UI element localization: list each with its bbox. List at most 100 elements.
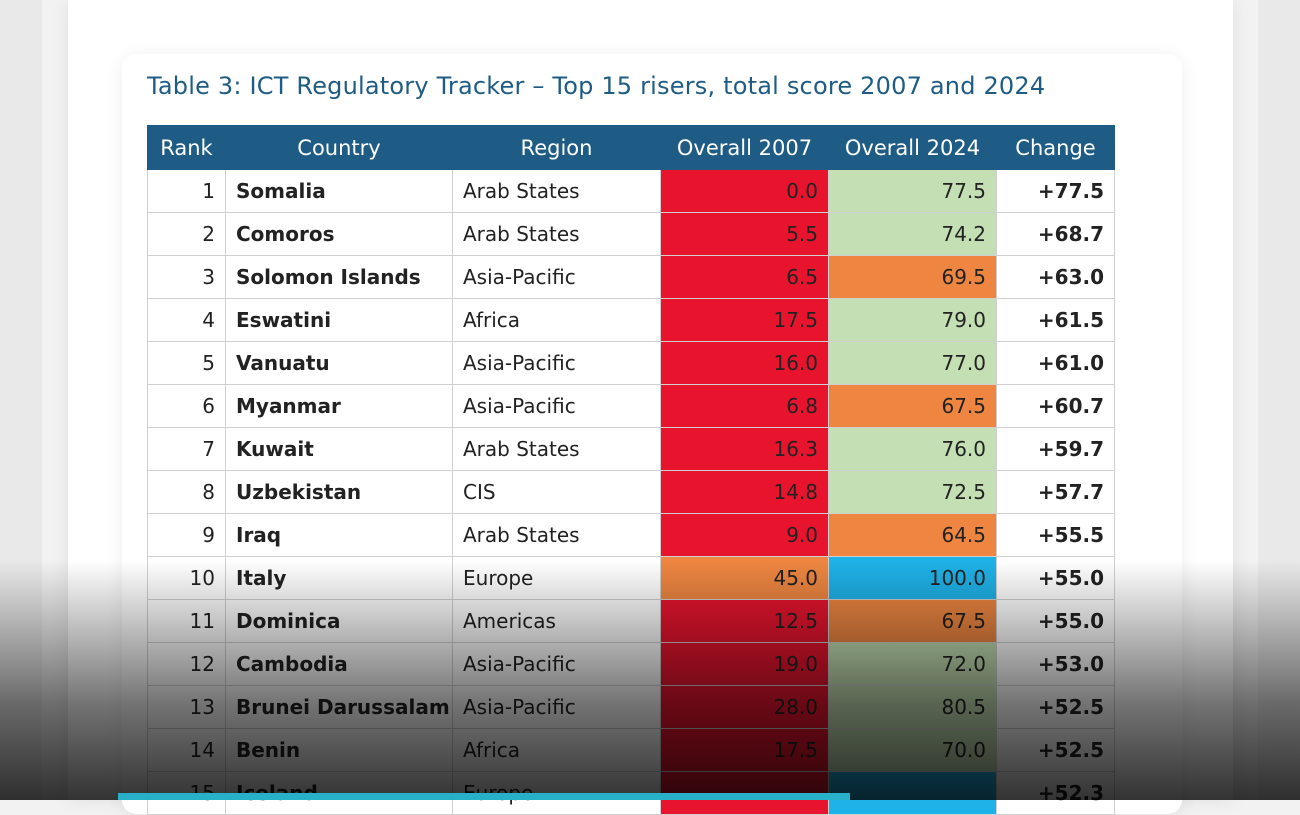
change-cell: +60.7 (996, 384, 1115, 428)
background-right-strip (1258, 0, 1300, 800)
overall-2024-cell: 64.5 (828, 513, 997, 557)
table-row: 14 Benin Africa 17.5 70.0 +52.5 (147, 728, 1115, 772)
country-cell: Vanuatu (225, 341, 453, 385)
overall-2007-cell: 5.5 (660, 212, 829, 256)
region-cell: Asia-Pacific (452, 685, 661, 729)
table-header: Rank Country Region Overall 2007 Overall… (147, 125, 1115, 170)
region-cell: Asia-Pacific (452, 341, 661, 385)
overall-2024-cell: 76.0 (828, 427, 997, 471)
country-cell: Comoros (225, 212, 453, 256)
table-row: 7 Kuwait Arab States 16.3 76.0 +59.7 (147, 427, 1115, 471)
table-row: 9 Iraq Arab States 9.0 64.5 +55.5 (147, 513, 1115, 557)
table-title: Table 3: ICT Regulatory Tracker – Top 15… (147, 72, 1046, 100)
overall-2007-cell: 6.5 (660, 255, 829, 299)
change-cell: +61.0 (996, 341, 1115, 385)
table-row: 11 Dominica Americas 12.5 67.5 +55.0 (147, 599, 1115, 643)
rank-cell: 11 (147, 599, 226, 643)
rank-cell: 7 (147, 427, 226, 471)
country-cell: Eswatini (225, 298, 453, 342)
bottom-accent-bar (118, 793, 850, 800)
table-row: 3 Solomon Islands Asia-Pacific 6.5 69.5 … (147, 255, 1115, 299)
table-body: 1 Somalia Arab States 0.0 77.5 +77.5 2 C… (147, 169, 1115, 815)
overall-2007-cell: 17.5 (660, 728, 829, 772)
change-cell: +57.7 (996, 470, 1115, 514)
table-row: 8 Uzbekistan CIS 14.8 72.5 +57.7 (147, 470, 1115, 514)
country-cell: Solomon Islands (225, 255, 453, 299)
country-cell: Somalia (225, 169, 453, 213)
rank-cell: 8 (147, 470, 226, 514)
change-cell: +52.5 (996, 728, 1115, 772)
region-cell: Asia-Pacific (452, 384, 661, 428)
country-cell: Dominica (225, 599, 453, 643)
region-cell: Asia-Pacific (452, 255, 661, 299)
rank-cell: 10 (147, 556, 226, 600)
country-cell: Myanmar (225, 384, 453, 428)
overall-2024-cell (828, 771, 997, 815)
overall-2024-cell: 72.5 (828, 470, 997, 514)
region-cell: Africa (452, 728, 661, 772)
table-row: 1 Somalia Arab States 0.0 77.5 +77.5 (147, 169, 1115, 213)
region-cell: Europe (452, 556, 661, 600)
overall-2024-cell: 77.5 (828, 169, 997, 213)
overall-2007-cell: 16.0 (660, 341, 829, 385)
table-row: 4 Eswatini Africa 17.5 79.0 +61.5 (147, 298, 1115, 342)
change-cell: +52.5 (996, 685, 1115, 729)
change-cell: +55.0 (996, 556, 1115, 600)
change-cell: +68.7 (996, 212, 1115, 256)
rank-cell: 1 (147, 169, 226, 213)
rank-cell: 5 (147, 341, 226, 385)
country-cell: Iraq (225, 513, 453, 557)
country-cell: Kuwait (225, 427, 453, 471)
overall-2007-cell: 14.8 (660, 470, 829, 514)
rank-cell: 6 (147, 384, 226, 428)
overall-2024-cell: 67.5 (828, 384, 997, 428)
overall-2007-cell: 45.0 (660, 556, 829, 600)
overall-2007-cell: 28.0 (660, 685, 829, 729)
overall-2007-cell: 0.0 (660, 169, 829, 213)
region-cell: Arab States (452, 212, 661, 256)
overall-2007-cell: 12.5 (660, 599, 829, 643)
table-row: 2 Comoros Arab States 5.5 74.2 +68.7 (147, 212, 1115, 256)
rank-cell: 14 (147, 728, 226, 772)
overall-2007-cell: 6.8 (660, 384, 829, 428)
rank-cell: 2 (147, 212, 226, 256)
change-cell: +52.3 (996, 771, 1115, 815)
overall-2024-cell: 100.0 (828, 556, 997, 600)
country-cell: Benin (225, 728, 453, 772)
change-cell: +61.5 (996, 298, 1115, 342)
table-row: 5 Vanuatu Asia-Pacific 16.0 77.0 +61.0 (147, 341, 1115, 385)
change-cell: +77.5 (996, 169, 1115, 213)
regulatory-tracker-table: Rank Country Region Overall 2007 Overall… (147, 125, 1115, 815)
region-cell: Arab States (452, 169, 661, 213)
region-cell: Asia-Pacific (452, 642, 661, 686)
country-cell: Brunei Darussalam (225, 685, 453, 729)
table-row: 10 Italy Europe 45.0 100.0 +55.0 (147, 556, 1115, 600)
region-cell: CIS (452, 470, 661, 514)
overall-2024-cell: 72.0 (828, 642, 997, 686)
rank-cell: 13 (147, 685, 226, 729)
overall-2024-cell: 70.0 (828, 728, 997, 772)
overall-2007-cell: 9.0 (660, 513, 829, 557)
rank-cell: 4 (147, 298, 226, 342)
rank-cell: 3 (147, 255, 226, 299)
table-row: 13 Brunei Darussalam Asia-Pacific 28.0 8… (147, 685, 1115, 729)
background-left-strip (0, 0, 42, 800)
rank-cell: 9 (147, 513, 226, 557)
change-cell: +59.7 (996, 427, 1115, 471)
overall-2007-cell: 19.0 (660, 642, 829, 686)
header-change: Change (996, 125, 1115, 170)
header-country: Country (225, 125, 453, 170)
overall-2024-cell: 74.2 (828, 212, 997, 256)
overall-2024-cell: 80.5 (828, 685, 997, 729)
rank-cell: 12 (147, 642, 226, 686)
overall-2024-cell: 77.0 (828, 341, 997, 385)
country-cell: Italy (225, 556, 453, 600)
overall-2024-cell: 67.5 (828, 599, 997, 643)
header-overall-2024: Overall 2024 (828, 125, 997, 170)
country-cell: Uzbekistan (225, 470, 453, 514)
header-rank: Rank (147, 125, 226, 170)
region-cell: Africa (452, 298, 661, 342)
overall-2007-cell: 17.5 (660, 298, 829, 342)
change-cell: +53.0 (996, 642, 1115, 686)
change-cell: +55.0 (996, 599, 1115, 643)
